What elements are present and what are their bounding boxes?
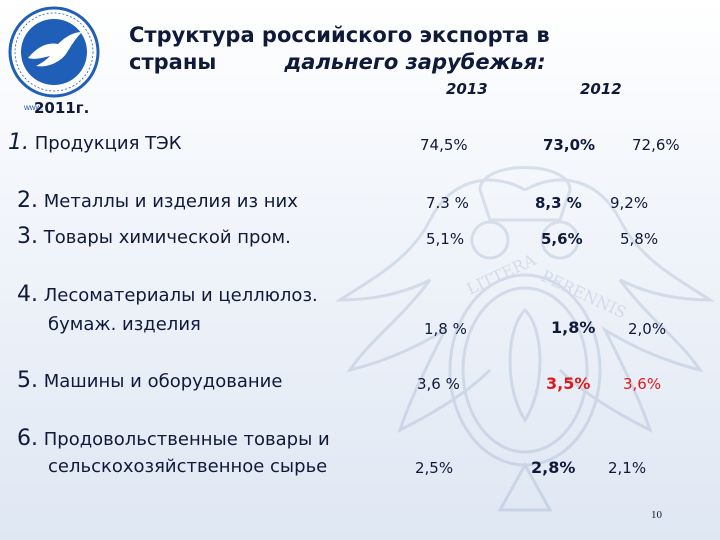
row-label: Металлы и изделия из них bbox=[43, 191, 298, 212]
table-row: 5. Машины и оборудование bbox=[17, 368, 282, 393]
row-value-2012: 5,6% bbox=[541, 230, 583, 248]
row-value-2011: 3,6% bbox=[623, 375, 662, 393]
row-label: Продовольственные товары и bbox=[43, 429, 330, 450]
year-header-2: 2012 bbox=[580, 80, 622, 98]
row-label: Товары химической пром bbox=[43, 227, 286, 248]
row-value-2013: 7.3 % bbox=[426, 194, 469, 212]
row-label: Лесоматериалы и целлюлоз. bbox=[43, 285, 318, 306]
row-value-2011: 5,8% bbox=[620, 230, 659, 248]
row-label-continued: бумаж. изделия bbox=[48, 314, 201, 335]
row-value-2012: 2,8% bbox=[531, 458, 576, 477]
row-value-2012: 8,3 % bbox=[535, 194, 582, 212]
row-value-2011: 72,6% bbox=[632, 136, 680, 154]
row-label: Продукция ТЭК bbox=[34, 133, 182, 154]
table-row: 2. Металлы и изделия из них bbox=[17, 188, 298, 213]
year-header-3: 2011г. bbox=[34, 99, 90, 117]
row-value-2012: 73,0% bbox=[543, 136, 596, 154]
page-number: 10 bbox=[651, 509, 662, 521]
row-value-2013: 1,8 % bbox=[424, 320, 467, 338]
row-label-dot: . bbox=[285, 227, 291, 248]
logo-website-text: www. bbox=[24, 103, 44, 112]
year-header-1: 2013 bbox=[446, 80, 488, 98]
row-value-2011: 9,2% bbox=[610, 194, 649, 212]
page-title: Структура российского экспорта в страны д… bbox=[129, 22, 550, 76]
row-number: 5. bbox=[17, 368, 38, 393]
row-value-2013: 5,1% bbox=[426, 230, 465, 248]
table-row: 1. Продукция ТЭК bbox=[8, 130, 182, 155]
row-value-2013: 2,5% bbox=[415, 459, 454, 477]
row-number: 2. bbox=[17, 188, 38, 213]
title-line-2: страны дальнего зарубежья: bbox=[129, 50, 546, 74]
row-value-2012: 1,8% bbox=[551, 318, 596, 337]
row-label-continued: сельскохозяйственное сырье bbox=[48, 456, 328, 477]
row-value-2011: 2,0% bbox=[628, 320, 667, 338]
table-row: 6. Продовольственные товары и bbox=[17, 426, 330, 451]
row-value-2012: 3,5% bbox=[546, 374, 591, 393]
row-number: 4. bbox=[17, 282, 38, 307]
row-number: 1. bbox=[8, 130, 29, 155]
row-value-2011: 2,1% bbox=[608, 459, 647, 477]
title-line-1: Структура российского экспорта в bbox=[129, 23, 550, 47]
table-row: 3. Товары химической пром. bbox=[17, 224, 291, 249]
double-headed-eagle-emblem: LITTERA PERENNIS bbox=[335, 166, 715, 512]
row-label: Машины и оборудование bbox=[43, 371, 283, 392]
table-row: 4. Лесоматериалы и целлюлоз. bbox=[17, 282, 318, 307]
row-value-2013: 74,5% bbox=[420, 136, 468, 154]
row-number: 3. bbox=[17, 224, 38, 249]
svg-text:PERENNIS: PERENNIS bbox=[538, 266, 629, 322]
row-value-2013: 3,6 % bbox=[417, 375, 460, 393]
row-number: 6. bbox=[17, 426, 38, 451]
organization-logo bbox=[8, 6, 100, 98]
